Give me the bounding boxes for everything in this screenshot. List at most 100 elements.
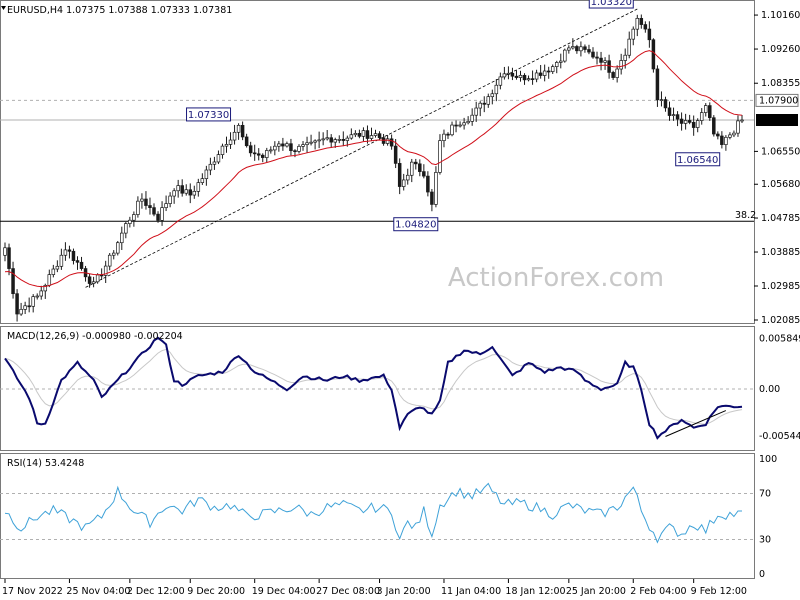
bull-candle bbox=[305, 142, 309, 145]
bull-candle bbox=[277, 143, 281, 147]
bull-candle bbox=[172, 190, 176, 197]
bear-candle bbox=[446, 133, 450, 136]
bull-candle bbox=[486, 96, 491, 105]
bull-candle bbox=[615, 68, 619, 78]
macd-layer bbox=[0, 336, 754, 440]
bull-candle bbox=[534, 72, 539, 80]
bull-candle bbox=[107, 254, 112, 267]
bull-candle bbox=[559, 60, 563, 63]
bear-candle bbox=[522, 74, 527, 81]
price-ytick-label: 1.08355 bbox=[761, 78, 800, 89]
bull-candle bbox=[659, 99, 664, 101]
bull-candle bbox=[458, 124, 462, 127]
bull-candle bbox=[442, 133, 446, 141]
bear-candle bbox=[252, 152, 257, 155]
bull-candle bbox=[450, 124, 454, 136]
bear-candle bbox=[27, 305, 31, 308]
bear-candle bbox=[454, 124, 458, 127]
bear-candle bbox=[530, 78, 535, 80]
bear-candle bbox=[329, 137, 333, 143]
bull-candle bbox=[313, 140, 317, 143]
rsi-ytick-label: 100 bbox=[759, 454, 777, 465]
bull-candle bbox=[373, 133, 378, 136]
resistance-tag bbox=[755, 93, 799, 107]
bear-candle bbox=[11, 268, 15, 295]
bull-candle bbox=[103, 265, 108, 276]
bear-candle bbox=[430, 191, 434, 205]
bull-candle bbox=[635, 17, 640, 30]
bull-candle bbox=[95, 274, 100, 283]
bear-candle bbox=[639, 17, 644, 25]
bear-candle bbox=[357, 133, 362, 137]
bull-candle bbox=[462, 122, 466, 126]
bull-candle bbox=[168, 195, 172, 204]
bull-candle bbox=[550, 66, 555, 72]
bear-candle bbox=[188, 189, 193, 196]
bull-candle bbox=[208, 163, 213, 171]
x-axis-labels: 17 Nov 2022 25 Nov 04:002 Dec 12:00 9 Dec … bbox=[2, 579, 747, 597]
bull-candle bbox=[31, 296, 35, 307]
price-annotation-box bbox=[675, 152, 721, 167]
bull-candle bbox=[204, 169, 209, 179]
bull-candle bbox=[732, 132, 736, 136]
rsi-line bbox=[4, 482, 742, 544]
bear-candle bbox=[679, 118, 684, 124]
bull-candle bbox=[236, 124, 241, 133]
bear-candle bbox=[87, 276, 92, 284]
price-annotation-label: 1.07330 bbox=[188, 110, 229, 121]
macd-ytick-label: 0.005849 bbox=[759, 333, 800, 344]
bear-candle bbox=[587, 49, 591, 53]
bull-candle bbox=[695, 120, 700, 128]
bear-candle bbox=[720, 135, 724, 145]
bull-candle bbox=[301, 144, 305, 147]
bull-candle bbox=[434, 172, 438, 205]
bear-candle bbox=[510, 72, 515, 77]
bull-candle bbox=[228, 139, 233, 145]
bear-candle bbox=[156, 213, 160, 221]
bull-candle bbox=[273, 145, 277, 151]
macd-line bbox=[4, 336, 743, 440]
bull-candle bbox=[554, 62, 559, 67]
rsi-ytick-label: 30 bbox=[759, 535, 771, 546]
x-tick-label: 9 Feb 12:00 bbox=[691, 586, 747, 597]
bull-candle bbox=[325, 137, 329, 140]
bear-candle bbox=[482, 102, 487, 105]
x-tick-label: 25 Nov 04:00 bbox=[66, 586, 130, 597]
bear-candle bbox=[514, 75, 519, 78]
bull-candle bbox=[196, 182, 201, 192]
bull-candle bbox=[623, 54, 627, 61]
bear-candle bbox=[712, 117, 716, 135]
bull-candle bbox=[128, 219, 132, 224]
bull-candle bbox=[116, 242, 120, 254]
watermark: ActionForex.com bbox=[448, 263, 664, 293]
bear-candle bbox=[716, 133, 720, 137]
bull-candle bbox=[349, 134, 354, 139]
bull-candle bbox=[470, 114, 474, 122]
bull-candle bbox=[220, 145, 225, 155]
bull-candle bbox=[19, 308, 23, 315]
macd-ytick-label: 0.00 bbox=[759, 384, 780, 395]
price-header: EURUSD,H4 1.07375 1.07388 1.07333 1.0738… bbox=[7, 5, 232, 16]
bull-candle bbox=[466, 121, 470, 124]
bull-candle bbox=[728, 134, 732, 138]
bull-candle bbox=[478, 102, 482, 109]
bull-candle bbox=[603, 60, 607, 63]
x-tick-label: 27 Dec 08:00 bbox=[316, 586, 380, 597]
bull-candle bbox=[671, 114, 676, 117]
fib-38-label: 38.2 bbox=[735, 210, 756, 221]
bear-candle bbox=[397, 163, 402, 187]
bull-candle bbox=[120, 232, 124, 244]
bear-candle bbox=[377, 133, 382, 139]
bull-candle bbox=[571, 46, 575, 49]
bull-candle bbox=[317, 139, 321, 142]
bull-candle bbox=[111, 252, 116, 256]
bull-candle bbox=[212, 161, 217, 165]
rsi-ytick-label: 70 bbox=[759, 489, 771, 500]
bull-candle bbox=[401, 179, 406, 187]
bull-candle bbox=[297, 145, 301, 152]
bear-candle bbox=[546, 70, 551, 73]
macd-header: MACD(12,26,9) -0.000980 -0.002204 bbox=[7, 331, 183, 342]
bull-candle bbox=[200, 178, 205, 183]
bear-candle bbox=[575, 46, 579, 52]
